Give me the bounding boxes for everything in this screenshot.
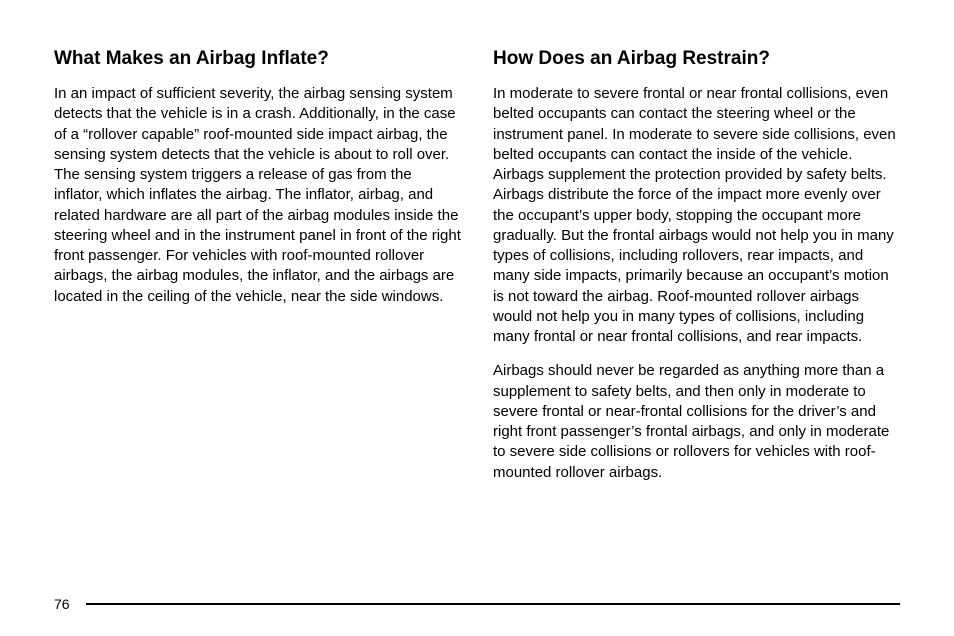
content-area: What Makes an Airbag Inflate? In an impa… [54, 48, 900, 497]
left-heading: What Makes an Airbag Inflate? [54, 48, 461, 70]
footer-divider [86, 603, 900, 605]
right-heading: How Does an Airbag Restrain? [493, 48, 900, 70]
left-column: What Makes an Airbag Inflate? In an impa… [54, 48, 461, 497]
right-column: How Does an Airbag Restrain? In moderate… [493, 48, 900, 497]
page-number: 76 [54, 596, 70, 612]
left-paragraph-1: In an impact of sufficient severity, the… [54, 84, 461, 307]
right-paragraph-2: Airbags should never be regarded as anyt… [493, 361, 900, 483]
page-footer: 76 [54, 596, 900, 612]
right-paragraph-1: In moderate to severe frontal or near fr… [493, 84, 900, 347]
